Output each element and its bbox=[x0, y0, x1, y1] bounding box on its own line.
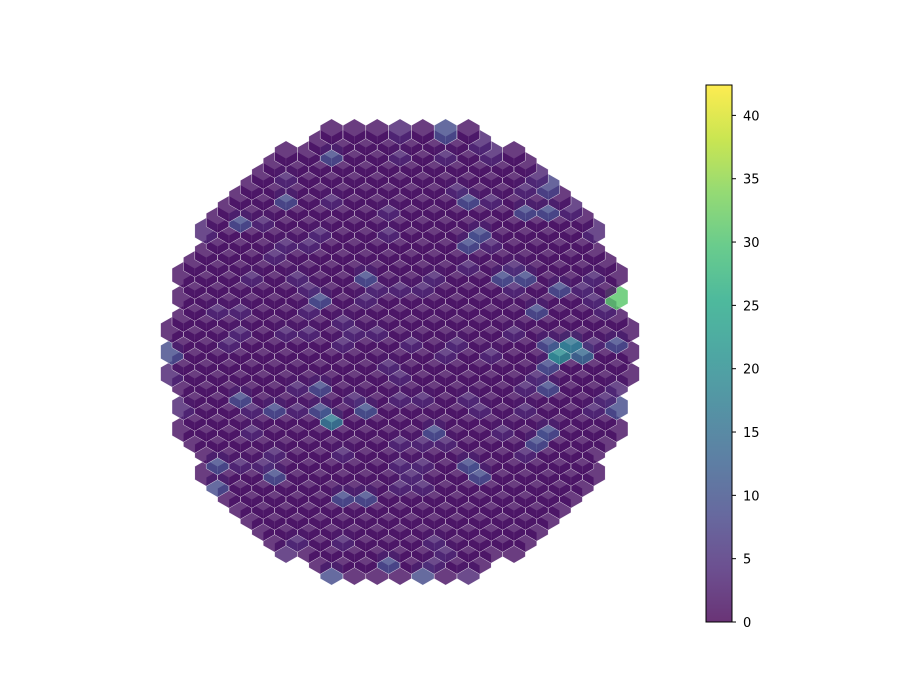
colorbar-tick-label: 40 bbox=[743, 109, 760, 124]
colorbar-gradient bbox=[706, 85, 732, 622]
colorbar-tick-label: 35 bbox=[743, 173, 760, 188]
colorbar-tick-label: 0 bbox=[743, 616, 751, 631]
colorbar-ticks: 0 5 10 15 20 25 30 35 40 bbox=[732, 109, 760, 631]
hexbin-plot-area bbox=[160, 118, 640, 586]
colorbar-tick-label: 10 bbox=[743, 489, 760, 504]
colorbar-tick-label: 25 bbox=[743, 299, 760, 314]
colorbar-tick-label: 5 bbox=[743, 553, 751, 568]
colorbar: 0 5 10 15 20 25 30 35 40 bbox=[705, 84, 760, 631]
hex-cell bbox=[456, 118, 480, 146]
colorbar-tick-label: 20 bbox=[743, 363, 760, 378]
colorbar-tick-label: 15 bbox=[743, 426, 760, 441]
hex-cell bbox=[502, 140, 526, 168]
colorbar-frame bbox=[705, 84, 733, 623]
colorbar-tick-label: 30 bbox=[743, 236, 760, 251]
